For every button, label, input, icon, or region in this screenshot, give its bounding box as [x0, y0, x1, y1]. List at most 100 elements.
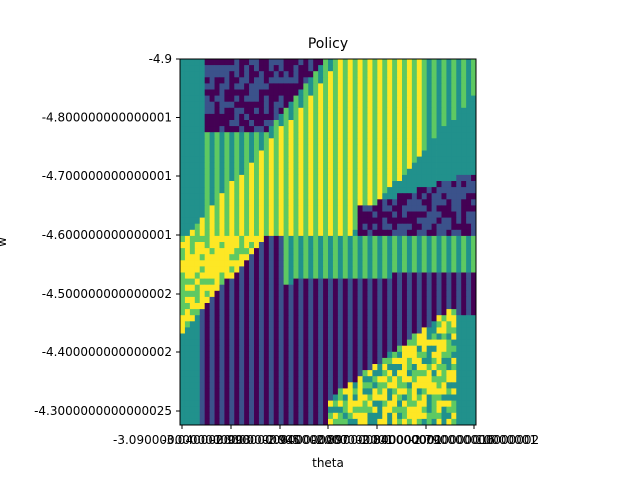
heatmap-cell [461, 418, 467, 426]
heatmap-cell [436, 400, 442, 408]
heatmap-cell [402, 406, 408, 414]
heatmap-cell [239, 162, 245, 170]
heatmap-cell [352, 113, 358, 121]
heatmap-cell [456, 364, 462, 371]
heatmap-cell [254, 187, 260, 194]
heatmap-cell [466, 126, 472, 133]
heatmap-cell [283, 156, 289, 164]
heatmap-cell [234, 89, 240, 96]
heatmap-cell [406, 278, 413, 286]
heatmap-cell [308, 65, 314, 72]
heatmap-cell [278, 272, 284, 279]
heatmap-cell [342, 272, 349, 279]
heatmap-cell [421, 272, 428, 279]
heatmap-cell [278, 187, 284, 194]
heatmap-cell [283, 217, 289, 225]
heatmap-cell [332, 400, 339, 408]
heatmap-cell [471, 418, 477, 426]
heatmap-cell [249, 296, 255, 304]
heatmap-cell [258, 77, 265, 84]
heatmap-cell [402, 193, 408, 200]
heatmap-cell [293, 290, 299, 298]
heatmap-cell [446, 357, 452, 365]
heatmap-cell [318, 376, 324, 383]
heatmap-cell [278, 150, 284, 157]
heatmap-cell [451, 333, 457, 340]
heatmap-cell [244, 217, 250, 225]
heatmap-cell [446, 193, 452, 200]
heatmap-cell [446, 138, 452, 145]
heatmap-cell [293, 199, 299, 206]
heatmap-cell [431, 95, 437, 103]
heatmap-cell [229, 150, 235, 157]
heatmap-cell [426, 284, 432, 292]
heatmap-cell [416, 132, 423, 139]
heatmap-cell [263, 266, 270, 273]
heatmap-cell [194, 199, 201, 206]
heatmap-cell [342, 229, 349, 237]
heatmap-cell [268, 126, 275, 133]
heatmap-cell [411, 370, 418, 377]
heatmap-cell [293, 327, 299, 334]
x-tick-label: -2.8400000000000016 [357, 433, 495, 447]
heatmap-cell [337, 193, 344, 200]
heatmap-cell [293, 364, 299, 371]
heatmap-cell [451, 248, 457, 255]
heatmap-cell [451, 223, 457, 231]
heatmap-cell [332, 107, 339, 115]
heatmap-cell [184, 113, 191, 121]
heatmap-cell [303, 150, 309, 157]
heatmap-cell [318, 266, 324, 273]
heatmap-cell [347, 284, 354, 292]
heatmap-cell [293, 150, 299, 157]
heatmap-cell [204, 278, 210, 286]
heatmap-cell [387, 364, 393, 371]
heatmap-cell [258, 327, 265, 334]
heatmap-cell [441, 412, 447, 420]
heatmap-cell [308, 364, 314, 371]
heatmap-cell [303, 284, 309, 292]
heatmap-cell [283, 278, 289, 286]
heatmap-cell [244, 418, 250, 426]
heatmap-cell [367, 199, 373, 206]
heatmap-cell [328, 144, 334, 151]
heatmap-cell [466, 181, 472, 188]
heatmap-cell [377, 351, 383, 359]
heatmap-cell [278, 327, 284, 334]
heatmap-cell [382, 162, 388, 170]
heatmap-cell [254, 388, 260, 395]
heatmap-cell [328, 223, 334, 231]
heatmap-cell [402, 95, 408, 103]
heatmap-cell [436, 162, 442, 170]
heatmap-cell [328, 321, 334, 328]
heatmap-cell [258, 357, 265, 365]
heatmap-cell [283, 95, 289, 103]
heatmap-cell [451, 284, 457, 292]
heatmap-cell [456, 211, 462, 218]
heatmap-cell [406, 376, 413, 383]
heatmap-cell [219, 187, 225, 194]
heatmap-cell [209, 113, 215, 121]
heatmap-cell [387, 388, 393, 395]
heatmap-cell [446, 150, 452, 157]
heatmap-cell [411, 315, 418, 322]
heatmap-cell [229, 77, 235, 84]
heatmap-cell [441, 400, 447, 408]
heatmap-cell [273, 235, 280, 243]
heatmap-cell [332, 113, 339, 121]
heatmap-cell [278, 113, 284, 121]
heatmap-cell [328, 156, 334, 164]
heatmap-cell [318, 65, 324, 72]
heatmap-cell [229, 339, 235, 347]
heatmap-cell [209, 205, 215, 212]
heatmap-cell [471, 83, 477, 90]
heatmap-cell [342, 95, 349, 103]
heatmap-cell [461, 254, 467, 261]
heatmap-cell [298, 113, 304, 121]
heatmap-cell [283, 400, 289, 408]
heatmap-cell [357, 327, 363, 334]
heatmap-cell [258, 71, 265, 78]
heatmap-cell [436, 260, 442, 267]
heatmap-cell [189, 77, 196, 84]
heatmap-cell [254, 296, 260, 304]
